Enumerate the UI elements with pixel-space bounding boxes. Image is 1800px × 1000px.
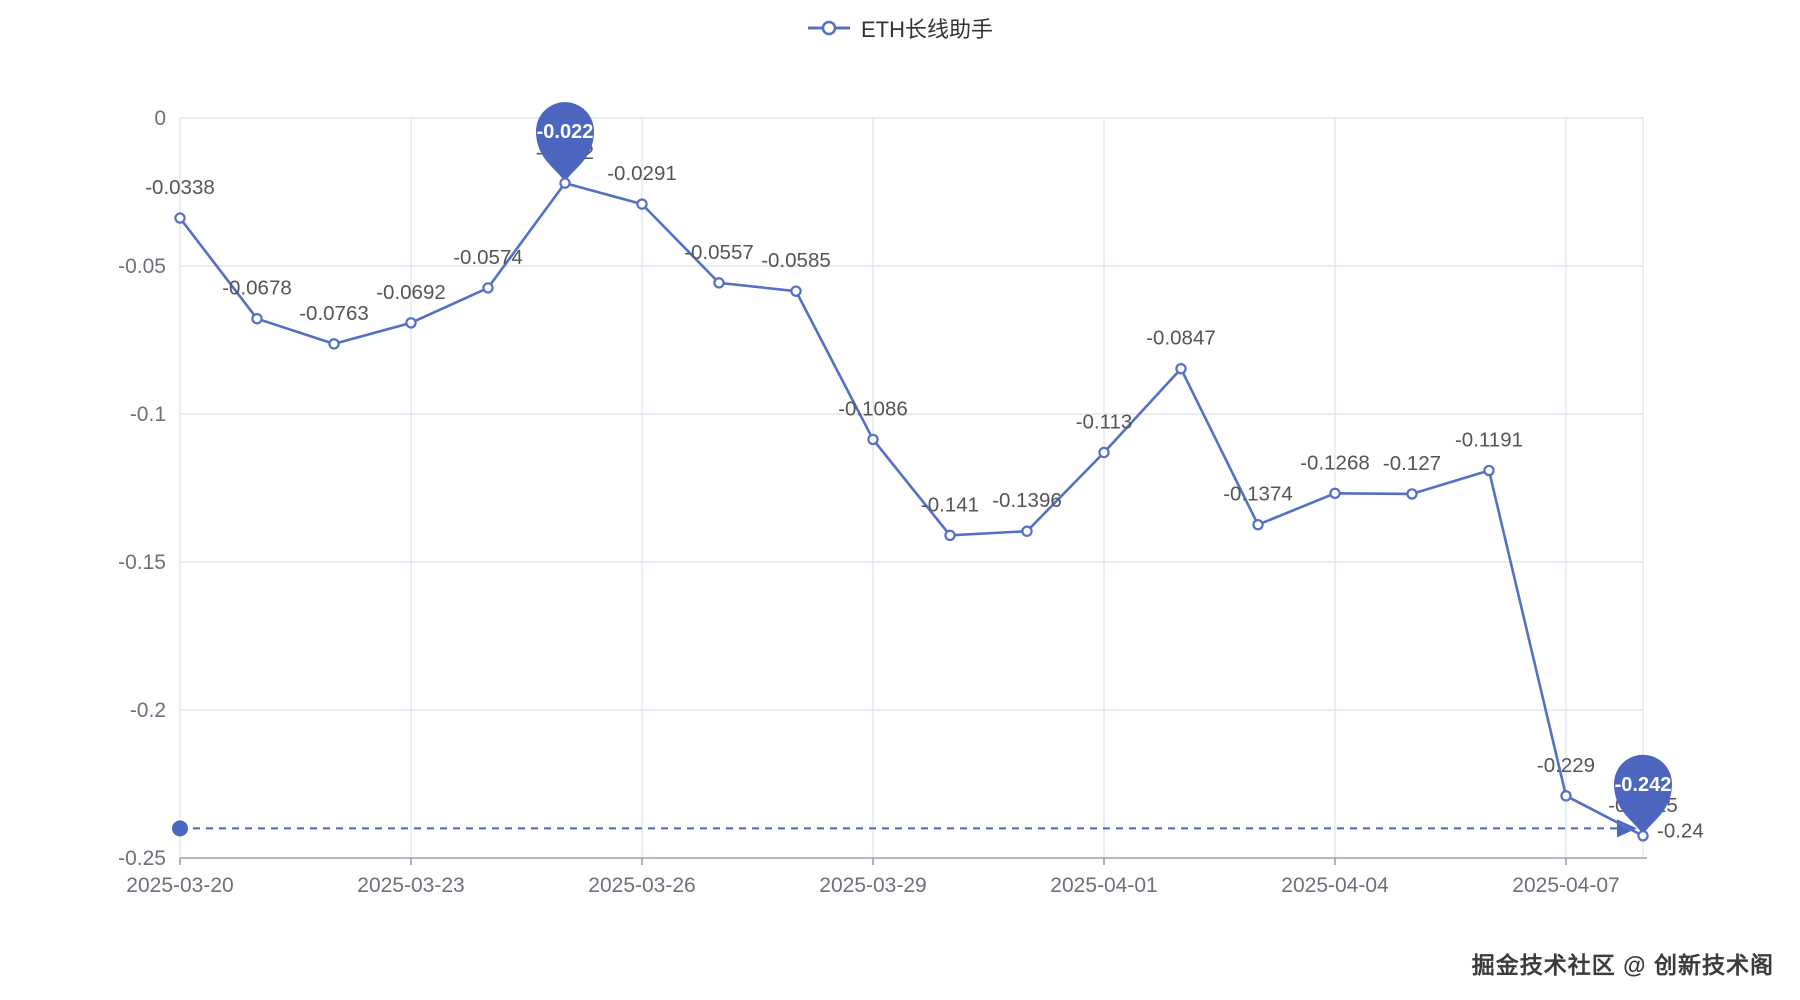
data-point-marker[interactable] [1252,519,1264,531]
data-point-label: -0.1268 [1300,451,1370,474]
data-point-marker[interactable] [713,277,725,289]
data-point-label: -0.0557 [684,241,754,264]
x-axis-label: 2025-04-07 [1512,874,1619,897]
x-axis-label: 2025-04-04 [1281,874,1389,897]
data-point-label: -0.0763 [299,302,369,325]
data-point-label: -0.0692 [376,281,446,304]
y-axis-label: -0.15 [118,551,166,574]
min-marker-pin[interactable]: -0.242 [1614,754,1672,836]
data-point-marker[interactable] [1637,830,1649,842]
data-point-label: -0.0678 [222,277,292,300]
data-point-label: -0.141 [921,493,979,516]
x-axis-label: 2025-03-29 [819,874,926,897]
data-point-label: -0.1396 [992,489,1062,512]
data-point-marker[interactable] [1406,488,1418,500]
data-point-label: -0.127 [1383,452,1441,475]
y-axis-label: -0.2 [130,699,166,722]
data-point-marker[interactable] [251,312,263,325]
max-marker-pin-shape[interactable] [536,102,594,184]
data-point-label: -0.0847 [1146,327,1216,350]
legend-item-eth[interactable]: ETH长线助手 [0,12,1800,44]
x-axis-label: 2025-03-23 [357,874,464,897]
data-point-marker[interactable] [1175,363,1187,375]
y-axis-label: 0 [154,107,166,130]
data-point-marker[interactable] [790,285,802,297]
y-axis-label: -0.25 [118,847,166,870]
max-marker-pin-label: -0.022 [537,121,594,143]
data-point-label: -0.0291 [607,162,677,185]
y-axis-label: -0.05 [118,255,166,278]
data-point-marker[interactable] [1560,790,1572,802]
mark-line-start-dot [172,820,188,837]
min-marker-pin-shape[interactable] [1614,754,1672,836]
data-point-marker[interactable] [559,177,571,189]
data-point-marker[interactable] [944,529,956,542]
data-point-label: -0.1374 [1223,483,1293,506]
x-axis-label: 2025-04-01 [1050,874,1157,897]
legend-label: ETH长线助手 [860,17,993,42]
data-point-marker[interactable] [636,198,648,210]
data-point-label: -0.0338 [145,176,215,199]
data-point-label: -0.0585 [761,249,831,272]
x-axis-label: 2025-03-20 [126,874,233,897]
watermark: 掘金技术社区 @ 创新技术阁 [1471,952,1774,978]
data-point-marker[interactable] [482,282,494,294]
data-point-marker[interactable] [1329,487,1341,500]
data-point-marker[interactable] [1098,446,1110,459]
data-point-marker[interactable] [1021,525,1033,537]
data-point-marker[interactable] [1483,464,1495,477]
data-point-label: -0.1086 [838,397,908,420]
mark-line-label: -0.24 [1657,819,1704,842]
x-axis-label: 2025-03-26 [588,874,695,897]
y-axis-label: -0.1 [130,403,166,426]
data-point-label: -0.229 [1537,754,1595,777]
series-line [178,181,1644,837]
min-marker-pin-label: -0.242 [1615,774,1672,796]
data-point-marker[interactable] [328,338,340,350]
data-point-label: -0.113 [1076,410,1133,433]
data-point-label: -0.0574 [453,246,523,269]
data-point-marker[interactable] [867,433,879,446]
data-point-marker[interactable] [174,212,186,224]
legend-line-icon [807,20,850,36]
data-point-label: -0.1191 [1455,429,1523,452]
data-point-marker[interactable] [405,317,417,329]
max-marker-pin[interactable]: -0.022 [536,102,594,184]
